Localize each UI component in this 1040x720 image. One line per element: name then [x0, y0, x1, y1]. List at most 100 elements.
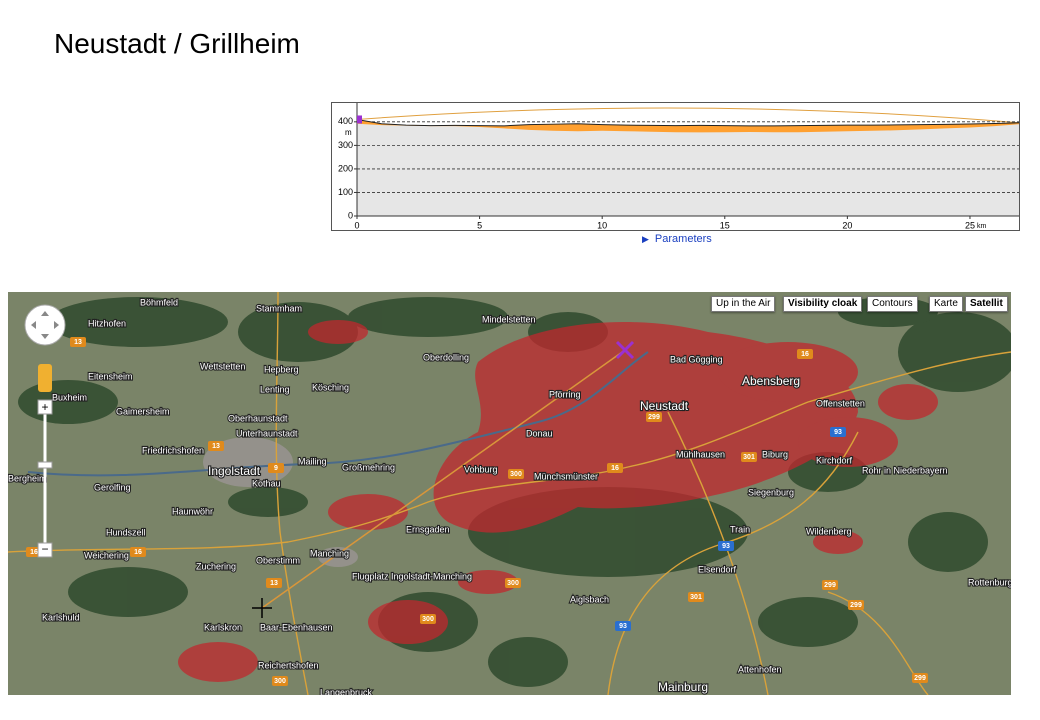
- zoom-out-label[interactable]: −: [41, 542, 48, 556]
- road-shield: [268, 463, 284, 473]
- road-shield-label: 300: [510, 471, 522, 478]
- map-controls: + −: [24, 304, 66, 558]
- road-shield: [420, 614, 436, 624]
- place-label: Karlskron: [204, 622, 242, 632]
- road-shield: [70, 337, 86, 347]
- place-label: Biburg: [762, 449, 788, 459]
- visibility-cloak: [178, 320, 938, 682]
- place-label: Pförring: [549, 389, 581, 399]
- place-label: Wettstetten: [200, 361, 245, 371]
- place-label: Flugplatz Ingolstadt-Manching: [352, 571, 472, 581]
- zoom-slider[interactable]: [37, 461, 53, 469]
- place-label: Hepberg: [264, 364, 299, 374]
- zoom-in[interactable]: [37, 399, 53, 415]
- map-type-button[interactable]: Karte: [929, 296, 963, 312]
- road-shield: [266, 578, 282, 588]
- y-tick-label: 200: [338, 163, 353, 173]
- line-of-sight: [261, 349, 626, 609]
- place-label: Abensberg: [742, 374, 800, 388]
- terrain-line: [356, 118, 1020, 127]
- place-label: Rohr in Niederbayern: [862, 465, 948, 475]
- place-label: Donau: [526, 428, 553, 438]
- y-tick-label: 0: [348, 210, 353, 220]
- y-tick-label: 400: [338, 116, 353, 126]
- road-shield: [646, 412, 662, 422]
- place-label: Langenbruck: [320, 687, 373, 695]
- elevation-profile: 0 100 200 300 400 m 0 5 10 15 20 25 km: [331, 102, 1020, 231]
- road-shield: [822, 580, 838, 590]
- street-view-pegman[interactable]: [38, 364, 52, 392]
- place-label: Münchsmünster: [534, 471, 598, 481]
- place-label: Unterhaunstadt: [236, 428, 298, 438]
- place-label: Oberstimm: [256, 555, 300, 565]
- map-type-button[interactable]: Satellit: [965, 296, 1008, 312]
- road-shield: [688, 592, 704, 602]
- road-shield-label: 299: [648, 414, 660, 421]
- road-shield-label: 93: [619, 623, 627, 630]
- y-unit: m: [345, 128, 352, 137]
- road-shield-label: 299: [914, 675, 926, 682]
- parameters-link[interactable]: ▶ Parameters: [642, 233, 712, 245]
- road-shield: [830, 427, 846, 437]
- profile-plot: 0 100 200 300 400 m 0 5 10 15 20 25 km: [338, 103, 1020, 230]
- place-label: Lenting: [260, 384, 290, 394]
- observer-marker: [357, 115, 362, 124]
- road-shields: 13 16 9 13 16 300 299 16 301 93 93 300 301 93 299 299 16…: [26, 337, 928, 686]
- place-label: Buxheim: [52, 392, 87, 402]
- map-button[interactable]: Up in the Air: [711, 296, 776, 312]
- road-shield-label: 299: [850, 602, 862, 609]
- place-label: Kirchdorf: [816, 455, 853, 465]
- x-tick-label: 15: [720, 220, 730, 230]
- place-label: Mindelstetten: [482, 314, 536, 324]
- road-shield: [130, 547, 146, 557]
- place-label: Ingolstadt: [208, 464, 261, 478]
- place-label: Train: [730, 524, 750, 534]
- y-tick-label: 100: [338, 187, 353, 197]
- place-label: Baar-Ebenhausen: [260, 622, 333, 632]
- place-label: Mainburg: [658, 680, 708, 694]
- place-label: Zuchering: [196, 561, 236, 571]
- place-label: Siegenburg: [748, 487, 794, 497]
- road-shield: [912, 673, 928, 683]
- place-label: Stammham: [256, 303, 302, 313]
- ground-area: [357, 119, 1019, 216]
- road-shield: [505, 578, 521, 588]
- road-shield: [607, 463, 623, 473]
- zoom-in-label[interactable]: +: [41, 400, 48, 414]
- place-label: Hundszell: [106, 527, 146, 537]
- road-shield-label: 300: [422, 616, 434, 623]
- river: [27, 351, 649, 477]
- place-label: Bad Gögging: [670, 354, 723, 364]
- place-label: Weichering: [84, 550, 129, 560]
- observer-marker[interactable]: [252, 598, 272, 618]
- road-shield-label: 300: [507, 580, 519, 587]
- x-unit: km: [977, 223, 987, 230]
- road-shield: [718, 541, 734, 551]
- place-label: Bergheim: [8, 473, 47, 483]
- road-shield-label: 93: [722, 543, 730, 550]
- map[interactable]: Böhmfeld Stammham Hitzhofen Mindelstetten Ob…: [8, 292, 1011, 695]
- place-label: Oberdolling: [423, 352, 469, 362]
- place-label: Kothau: [252, 478, 281, 488]
- pan-control[interactable]: [24, 304, 66, 346]
- road-shield-label: 301: [743, 454, 755, 461]
- road-shield-label: 93: [834, 429, 842, 436]
- parameters-label[interactable]: Parameters: [654, 233, 712, 245]
- road-shield-label: 13: [270, 580, 278, 587]
- road-shield: [272, 676, 288, 686]
- map-button[interactable]: Contours: [867, 296, 918, 312]
- road-shield: [741, 452, 757, 462]
- place-label: Mühlhausen: [676, 449, 725, 459]
- zoom-out[interactable]: [37, 542, 53, 558]
- road-shield: [508, 469, 524, 479]
- road-shield-label: 16: [30, 549, 38, 556]
- place-label: Gaimersheim: [116, 406, 170, 416]
- place-label: Manching: [310, 548, 349, 558]
- place-label: Elsendorf: [698, 564, 737, 574]
- map-button[interactable]: Visibility cloak: [783, 296, 863, 312]
- place-label: Haunwöhr: [172, 506, 213, 516]
- place-label: Mailing: [298, 456, 327, 466]
- place-label: Offenstetten: [816, 398, 865, 408]
- target-marker[interactable]: [615, 340, 635, 360]
